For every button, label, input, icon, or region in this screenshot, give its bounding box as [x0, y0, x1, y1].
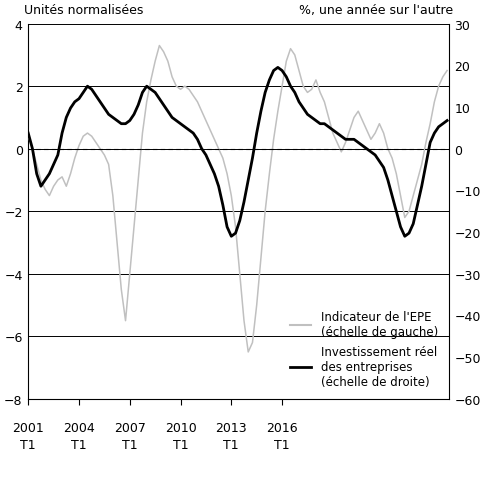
Legend: Indicateur de l'EPE
(échelle de gauche), Investissement réel
des entreprises
(éc: Indicateur de l'EPE (échelle de gauche),… [285, 306, 442, 393]
Text: T1: T1 [121, 438, 137, 451]
Text: 2013: 2013 [215, 421, 247, 434]
Text: 2010: 2010 [165, 421, 196, 434]
Text: T1: T1 [71, 438, 87, 451]
Text: Unités normalisées: Unités normalisées [24, 4, 143, 17]
Text: T1: T1 [172, 438, 188, 451]
Text: 2007: 2007 [114, 421, 145, 434]
Text: T1: T1 [223, 438, 239, 451]
Text: 2001: 2001 [12, 421, 44, 434]
Text: T1: T1 [273, 438, 289, 451]
Text: T1: T1 [20, 438, 36, 451]
Text: %, une année sur l'autre: %, une année sur l'autre [298, 4, 452, 17]
Text: 2004: 2004 [63, 421, 95, 434]
Text: 2016: 2016 [266, 421, 297, 434]
